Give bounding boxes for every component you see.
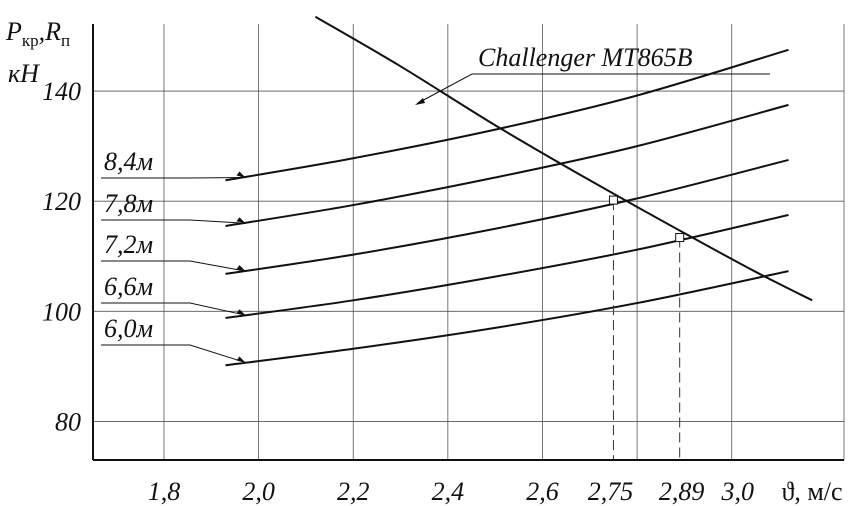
- leader-line: [101, 260, 246, 272]
- callout-arrow: [415, 98, 425, 105]
- intersection-marker: [675, 233, 685, 243]
- series-label: 6,6м: [104, 272, 153, 301]
- leader-arrow: [236, 265, 246, 272]
- leader-arrow: [236, 356, 246, 363]
- leader-arrow: [236, 309, 246, 316]
- series-line: [225, 214, 789, 319]
- leader-line: [101, 302, 246, 316]
- axes: [92, 24, 844, 461]
- callout-label: Challenger MT865B: [478, 43, 693, 72]
- annotations: [101, 73, 770, 460]
- x-tick-label: 2,89: [659, 477, 705, 506]
- series-line: [225, 158, 789, 275]
- y-tick-label: 140: [42, 77, 81, 106]
- labels-layer: 80 100 120 140 1,8 2,0 2,2 2,4 2,6 2,75 2,89 3,0 ϑ, …: [5, 17, 843, 506]
- series-layer: [225, 15, 813, 367]
- leader-line: [101, 219, 246, 224]
- x-tick-label: 2,4: [432, 477, 465, 506]
- x-tick-label: 2,75: [588, 477, 634, 506]
- leader-arrow: [236, 217, 246, 224]
- y-axis-unit: кН: [8, 59, 40, 88]
- series-label: 7,8м: [104, 189, 153, 218]
- series-line: [225, 103, 789, 227]
- leader-arrow: [236, 171, 246, 178]
- x-tick-label: 2,2: [337, 477, 370, 506]
- y-tick-label: 80: [55, 407, 81, 436]
- callout-line: [417, 73, 770, 104]
- grid: [93, 24, 845, 460]
- y-tick-label: 120: [42, 187, 81, 216]
- series-line: [225, 270, 789, 367]
- intersection-marker: [608, 195, 618, 205]
- series-label: 8,4м: [104, 147, 153, 176]
- x-axis-label: ϑ, м/с: [781, 477, 842, 506]
- leader-line: [101, 344, 246, 364]
- series-label: 6,0м: [104, 314, 153, 343]
- x-tick-label: 2,6: [526, 477, 559, 506]
- x-tick-label: 2,0: [242, 477, 275, 506]
- series-line: [314, 15, 813, 302]
- series-line: [225, 48, 789, 182]
- y-tick-label: 100: [42, 297, 81, 326]
- series-label: 7,2м: [104, 230, 153, 259]
- x-tick-label: 1,8: [148, 477, 181, 506]
- y-axis-label: Pкр,Rп: [5, 17, 70, 50]
- x-tick-label: 3,0: [720, 477, 754, 506]
